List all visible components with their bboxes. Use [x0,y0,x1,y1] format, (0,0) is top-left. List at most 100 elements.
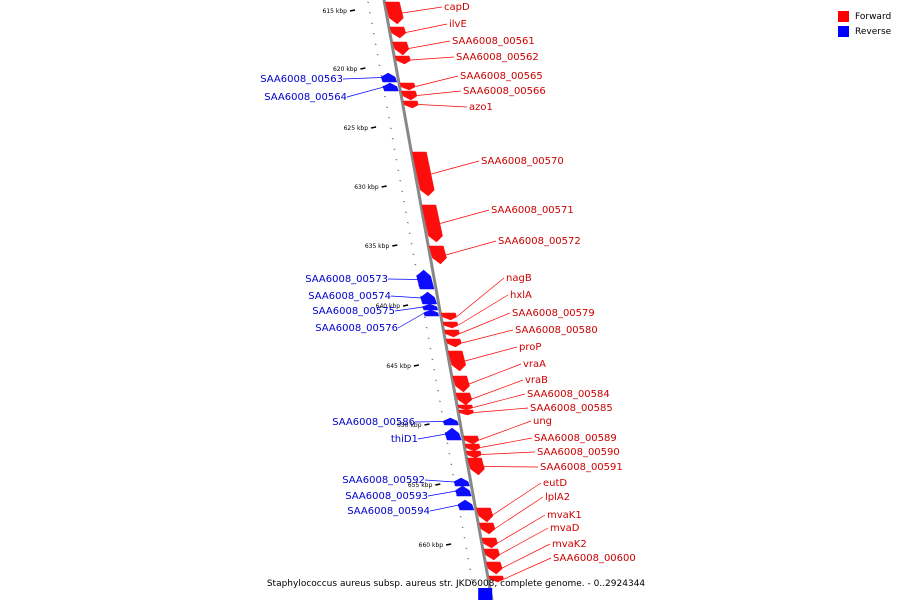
gene-label-saa6008_00580[interactable]: SAA6008_00580 [515,325,598,336]
minor-tick [378,64,381,66]
gene-label-hxla[interactable]: hxlA [510,290,532,301]
gene-label-ilve[interactable]: ilvE [449,19,467,30]
leader-line [440,209,490,224]
gene-label-saa6008_00600[interactable]: SAA6008_00600 [553,553,636,564]
gene-label-saa6008_00570[interactable]: SAA6008_00570 [481,156,564,167]
gene-feature-partial[interactable] [478,588,493,600]
leader-line [456,277,505,317]
gene-label-saa6008_00564[interactable]: SAA6008_00564 [264,92,347,103]
gene-label-vraa[interactable]: vraA [523,359,546,370]
gene-label-prop[interactable]: proP [519,342,541,353]
gene-feature-capd[interactable] [385,1,404,25]
gene-label-mvak2[interactable]: mvaK2 [552,539,587,550]
gene-feature-saa6008_00570[interactable] [412,151,435,197]
leader-line [402,6,443,14]
gene-feature-ung[interactable] [463,435,480,445]
minor-tick [463,537,466,539]
gene-label-saa6008_00593[interactable]: SAA6008_00593 [345,491,428,502]
gene-feature-saa6008_00566[interactable] [401,90,418,101]
gene-feature-ilve[interactable] [389,26,407,39]
gene-feature-saa6008_00572[interactable] [428,245,447,265]
leader-line [424,479,455,483]
minor-tick [440,411,443,413]
gene-label-saa6008_00579[interactable]: SAA6008_00579 [512,308,595,319]
gene-label-saa6008_00584[interactable]: SAA6008_00584 [527,389,610,400]
gene-feature-saa6008_00584[interactable] [457,404,474,411]
gene-feature-saa6008_00563[interactable] [380,72,398,83]
gene-label-azo1[interactable]: azo1 [469,102,493,113]
gene-label-saa6008_00573[interactable]: SAA6008_00573 [305,274,388,285]
minor-tick [439,400,441,402]
gene-label-capd[interactable]: capD [444,2,470,13]
gene-feature-saa6008_00590[interactable] [465,450,482,459]
gene-label-saa6008_00576[interactable]: SAA6008_00576 [315,323,398,334]
gene-feature-mvad[interactable] [483,548,501,561]
leader-line [494,496,544,529]
gene-feature-saa6008_00600[interactable] [488,575,505,583]
gene-label-saa6008_00574[interactable]: SAA6008_00574 [308,291,391,302]
gene-feature-saa6008_00594[interactable] [457,499,475,511]
gene-label-ung[interactable]: ung [533,416,552,427]
gene-label-saa6008_00586[interactable]: SAA6008_00586 [332,417,415,428]
gene-label-saa6008_00572[interactable]: SAA6008_00572 [498,236,581,247]
gene-label-saa6008_00571[interactable]: SAA6008_00571 [491,205,574,216]
gene-label-saa6008_00585[interactable]: SAA6008_00585 [530,403,613,414]
gene-label-saa6008_00590[interactable]: SAA6008_00590 [537,447,620,458]
gene-label-nagb[interactable]: nagB [506,273,532,284]
gene-label-saa6008_00594[interactable]: SAA6008_00594 [347,506,430,517]
gene-feature-saa6008_00565[interactable] [399,82,416,91]
gene-feature-eutd[interactable] [476,507,494,523]
gene-label-thid1[interactable]: thiD1 [391,434,418,445]
gene-feature-saa6008_00575[interactable] [422,303,439,311]
gene-label-lpla2[interactable]: lplA2 [545,492,570,503]
leader-line [417,90,462,96]
gene-feature-nagb[interactable] [440,312,457,321]
gene-feature-saa6008_00585[interactable] [458,409,475,416]
tick-label: 630 kbp [354,184,379,191]
gene-feature-saa6008_00561[interactable] [392,41,410,56]
gene-label-saa6008_00566[interactable]: SAA6008_00566 [463,86,546,97]
gene-feature-mvak1[interactable] [481,537,498,549]
gene-label-saa6008_00575[interactable]: SAA6008_00575 [312,306,395,317]
gene-feature-saa6008_00591[interactable] [467,457,485,476]
gene-label-eutd[interactable]: eutD [543,478,567,489]
minor-tick [393,148,396,150]
gene-feature-vrab[interactable] [455,392,473,406]
gene-feature-saa6008_00576[interactable] [423,309,440,317]
gene-feature-saa6008_00573[interactable] [416,269,435,290]
gene-feature-saa6008_00579[interactable] [444,329,460,338]
gene-label-saa6008_00591[interactable]: SAA6008_00591 [540,462,623,473]
gene-feature-prop[interactable] [447,350,467,372]
tick-label: 615 kbp [323,8,348,15]
gene-feature-saa6008_00562[interactable] [394,55,411,65]
gene-label-mvak1[interactable]: mvaK1 [547,510,582,521]
tick-mark [381,185,387,188]
gene-feature-hxla[interactable] [442,321,459,329]
gene-label-saa6008_00561[interactable]: SAA6008_00561 [452,36,535,47]
gene-feature-saa6008_00571[interactable] [421,204,443,243]
gene-feature-saa6008_00580[interactable] [445,338,462,348]
gene-label-saa6008_00592[interactable]: SAA6008_00592 [342,475,425,486]
minor-tick [423,316,426,318]
leader-line [480,437,533,448]
gene-feature-azo1[interactable] [402,100,419,109]
minor-tick [467,558,470,560]
gene-feature-vraa[interactable] [452,375,470,393]
gene-feature-saa6008_00586[interactable] [442,417,459,426]
minor-tick [399,180,402,182]
gene-feature-saa6008_00564[interactable] [382,82,399,92]
gene-label-saa6008_00589[interactable]: SAA6008_00589 [534,433,617,444]
gene-label-mvad[interactable]: mvaD [550,523,580,534]
gene-feature-lpla2[interactable] [478,522,496,535]
gene-feature-mvak2[interactable] [485,561,503,575]
gene-feature-saa6008_00574[interactable] [420,291,438,305]
gene-feature-saa6008_00589[interactable] [464,443,481,452]
minor-tick [446,442,449,444]
gene-label-saa6008_00562[interactable]: SAA6008_00562 [456,52,539,63]
gene-feature-saa6008_00593[interactable] [455,485,472,497]
gene-label-vrab[interactable]: vraB [525,375,548,386]
gene-label-saa6008_00565[interactable]: SAA6008_00565 [460,71,543,82]
gene-label-saa6008_00563[interactable]: SAA6008_00563 [260,74,343,85]
gene-feature-thid1[interactable] [444,427,462,441]
gene-feature-saa6008_00592[interactable] [453,477,470,487]
